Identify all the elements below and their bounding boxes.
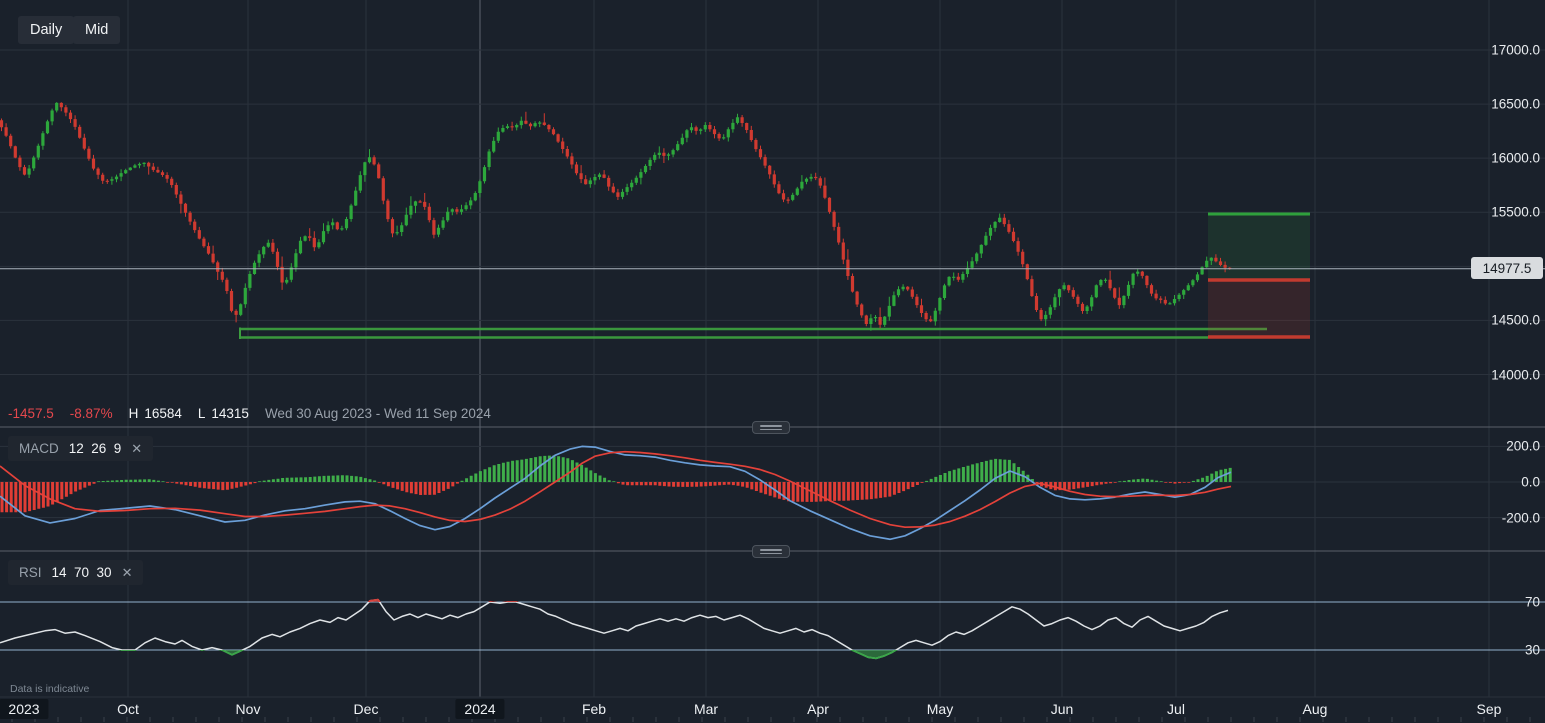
price-axis-label: 14000.0 bbox=[1491, 367, 1540, 382]
last-price-badge: 14977.5 bbox=[1471, 257, 1543, 279]
change-percent: -8.87% bbox=[69, 406, 113, 421]
price-axis-label: 15500.0 bbox=[1491, 204, 1540, 220]
macd-name: MACD bbox=[19, 441, 59, 456]
profit-zone[interactable] bbox=[1208, 214, 1310, 280]
rsi-axis-label: 70 bbox=[1524, 594, 1540, 610]
year-label: 2024 bbox=[455, 699, 505, 719]
high-label: H bbox=[128, 406, 139, 421]
date-range: Wed 30 Aug 2023 - Wed 11 Sep 2024 bbox=[264, 406, 491, 421]
price-side-mid-button[interactable]: Mid bbox=[73, 16, 121, 44]
high-value: 16584 bbox=[144, 406, 182, 421]
rsi-line bbox=[0, 598, 1229, 660]
month-label: Sep bbox=[1476, 701, 1502, 717]
rsi-panel-resize-handle[interactable] bbox=[752, 545, 790, 558]
rsi-name: RSI bbox=[19, 565, 42, 580]
rsi-axis-label: 30 bbox=[1524, 642, 1540, 658]
loss-zone[interactable] bbox=[1208, 280, 1310, 337]
macd-axis-label: -200.0 bbox=[1501, 510, 1540, 526]
session-stats: -1457.5 -8.87% H 16584 L 14315 Wed 30 Au… bbox=[8, 406, 491, 421]
timeframe-daily-button[interactable]: Daily bbox=[18, 16, 75, 44]
month-label: Oct bbox=[117, 701, 139, 717]
rsi-indicator-chip: RSI 14 70 30 ✕ bbox=[8, 560, 144, 585]
macd-axis-label: 200.0 bbox=[1506, 438, 1540, 454]
candle-wicks-down bbox=[1, 102, 1231, 329]
price-axis-label: 17000.0 bbox=[1491, 42, 1540, 58]
candles-up bbox=[27, 102, 1213, 325]
month-label: Jun bbox=[1050, 701, 1074, 717]
candles-down bbox=[0, 102, 1232, 325]
price-axis-label: 16500.0 bbox=[1491, 96, 1540, 112]
data-indicative-note: Data is indicative bbox=[10, 683, 90, 695]
price-axis-label: 16000.0 bbox=[1491, 150, 1540, 166]
month-label: May bbox=[926, 701, 954, 717]
month-label: Jul bbox=[1167, 701, 1185, 717]
macd-line bbox=[0, 445, 1232, 541]
macd-panel-resize-handle[interactable] bbox=[752, 421, 790, 434]
month-label: Apr bbox=[807, 701, 829, 717]
macd-params: 12 26 9 bbox=[68, 441, 122, 456]
price-axis-label: 14500.0 bbox=[1491, 312, 1540, 328]
change-points: -1457.5 bbox=[8, 406, 54, 421]
candle-wicks-up bbox=[28, 102, 1212, 331]
macd-axis-label: 0.0 bbox=[1521, 474, 1540, 490]
month-label: Mar bbox=[693, 701, 719, 717]
rsi-params: 14 70 30 bbox=[51, 565, 112, 580]
macd-indicator-chip: MACD 12 26 9 ✕ bbox=[8, 436, 154, 461]
month-label: Dec bbox=[353, 701, 379, 717]
low-label: L bbox=[197, 406, 206, 421]
macd-signal-line bbox=[0, 450, 1232, 529]
rsi-close-icon[interactable]: ✕ bbox=[121, 565, 133, 580]
month-label: Nov bbox=[235, 701, 261, 717]
month-label: Aug bbox=[1302, 701, 1328, 717]
macd-histogram-positive bbox=[97, 455, 1232, 482]
year-label: 2023 bbox=[0, 699, 49, 719]
month-label: Feb bbox=[581, 701, 607, 717]
low-value: 14315 bbox=[211, 406, 249, 421]
macd-close-icon[interactable]: ✕ bbox=[131, 441, 143, 456]
